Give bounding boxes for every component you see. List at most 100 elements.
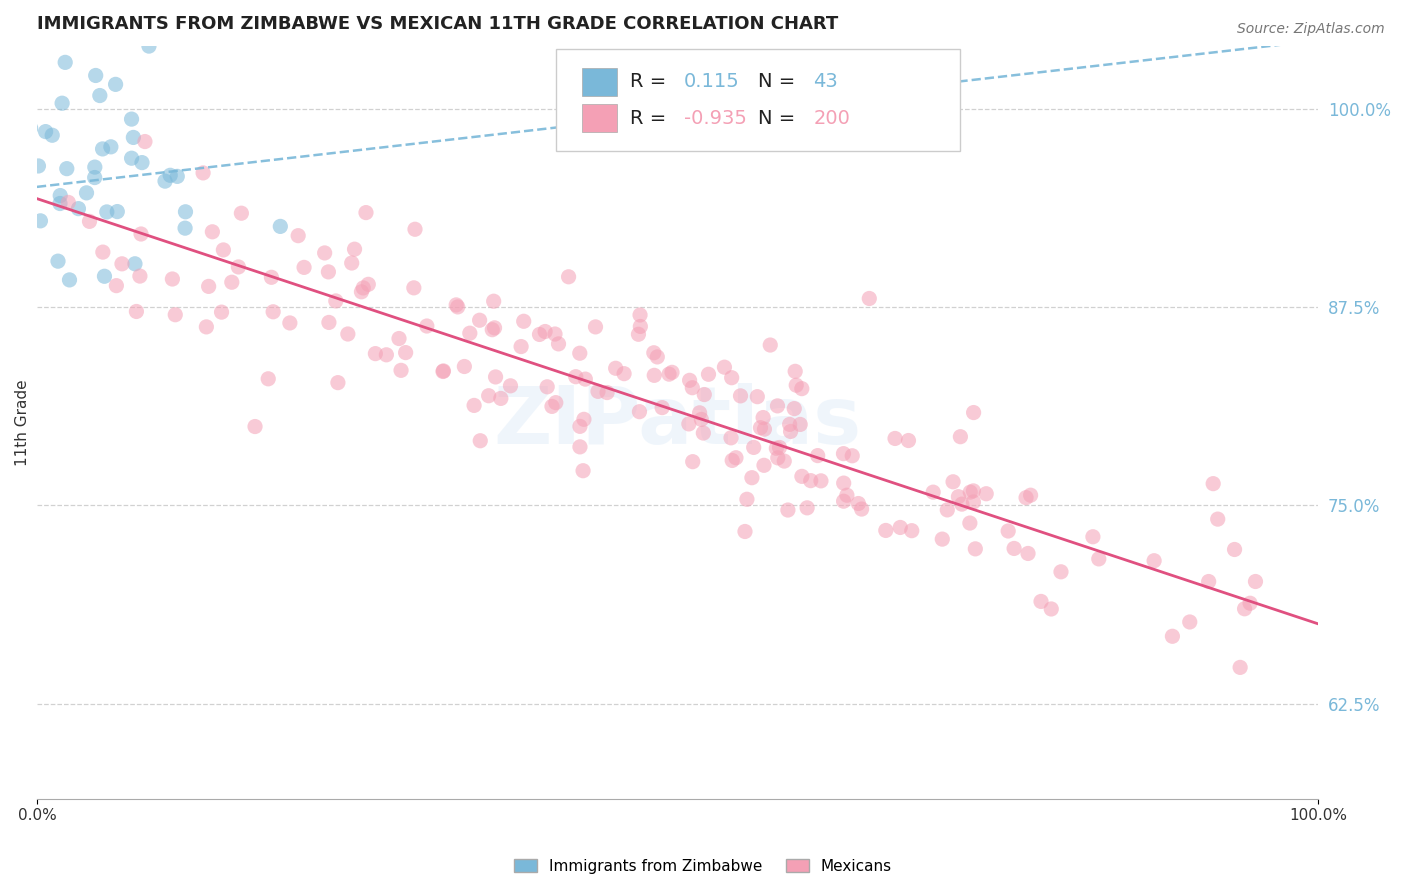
Point [269, 219, 291, 234]
Point [773, 454, 796, 468]
Point [1320, 637, 1343, 651]
Point [350, 285, 373, 299]
Point [765, 442, 787, 456]
Point [470, 434, 492, 448]
Point [544, 326, 567, 341]
Point [568, 440, 591, 454]
Point [257, 372, 280, 386]
Point [211, 305, 233, 319]
Point [682, 455, 704, 469]
Point [221, 275, 243, 289]
Point [768, 441, 790, 455]
Point [628, 319, 651, 334]
Point [314, 246, 336, 260]
Point [287, 228, 309, 243]
Point [292, 260, 315, 275]
Point [13, 254, 35, 268]
Point [1019, 488, 1042, 502]
Point [585, 319, 607, 334]
Point [1223, 542, 1246, 557]
Point [13, 190, 35, 204]
Point [720, 431, 742, 445]
Point [478, 389, 501, 403]
Point [91, 245, 114, 260]
Point [278, 316, 301, 330]
Text: R =: R = [630, 109, 672, 128]
Point [195, 319, 218, 334]
Point [13, 158, 35, 172]
Point [83, 170, 105, 185]
Point [124, 257, 146, 271]
Point [325, 293, 347, 308]
Point [651, 401, 673, 415]
Point [395, 345, 418, 359]
Point [974, 487, 997, 501]
Point [541, 400, 564, 414]
Point [111, 257, 134, 271]
Point [851, 502, 873, 516]
Point [326, 376, 349, 390]
Point [51, 96, 73, 111]
Point [627, 327, 650, 342]
Point [752, 410, 775, 425]
Point [336, 326, 359, 341]
Point [1143, 554, 1166, 568]
Point [720, 370, 742, 384]
Point [658, 367, 681, 381]
Point [690, 412, 713, 426]
Point [800, 474, 823, 488]
Point [689, 406, 711, 420]
Point [766, 399, 789, 413]
Point [404, 222, 426, 236]
Point [468, 313, 491, 327]
Point [742, 441, 765, 455]
Point [91, 142, 114, 156]
Point [1015, 491, 1038, 505]
Point [484, 321, 506, 335]
Point [212, 243, 235, 257]
Point [790, 469, 813, 483]
Point [1002, 541, 1025, 556]
Point [1178, 615, 1201, 629]
Point [735, 492, 758, 507]
Point [56, 161, 79, 176]
Point [1320, 776, 1343, 790]
Point [832, 494, 855, 508]
Point [835, 488, 858, 502]
Point [959, 485, 981, 500]
Point [30, 214, 52, 228]
Point [343, 242, 366, 256]
Point [228, 260, 250, 274]
Point [1320, 622, 1343, 636]
Point [352, 281, 374, 295]
Point [965, 541, 987, 556]
Point [948, 490, 970, 504]
Point [100, 140, 122, 154]
Point [529, 327, 551, 342]
Point [93, 269, 115, 284]
Point [848, 496, 870, 510]
Point [13, 139, 35, 153]
Point [432, 364, 454, 378]
Point [950, 497, 973, 511]
Point [121, 151, 143, 165]
Point [790, 382, 813, 396]
Point [785, 378, 807, 392]
Point [586, 384, 609, 399]
Point [138, 39, 160, 54]
Point [484, 370, 506, 384]
Point [1081, 530, 1104, 544]
Point [197, 279, 219, 293]
Point [13, 154, 35, 169]
Point [936, 503, 959, 517]
Point [153, 174, 176, 188]
Point [13, 190, 35, 204]
Point [749, 420, 772, 434]
Point [643, 368, 665, 383]
Point [900, 524, 922, 538]
Point [776, 503, 799, 517]
Point [534, 325, 557, 339]
Point [458, 326, 481, 341]
Point [201, 225, 224, 239]
Point [721, 453, 744, 467]
